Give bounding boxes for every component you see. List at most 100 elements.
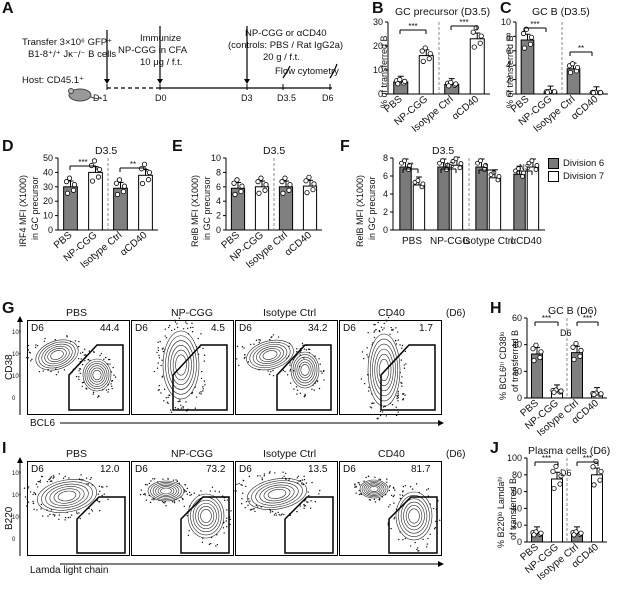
i-0-event [102, 486, 104, 488]
i-1-event [223, 499, 226, 501]
g-0-event [26, 356, 28, 359]
i-1-event [186, 493, 189, 495]
i-0-event [33, 508, 35, 511]
g-1-event [202, 347, 204, 350]
e-ytick-label: 4 [216, 196, 221, 206]
g-0-contour [50, 350, 64, 360]
d-ytick-label: 20 [43, 196, 53, 206]
i-2-event [254, 510, 256, 513]
g-1-event [177, 400, 179, 403]
i-3-event [401, 491, 404, 493]
i-3-event [365, 476, 367, 479]
i-1-event [223, 532, 225, 534]
i-2-event [278, 514, 281, 516]
g-3-event [373, 331, 375, 333]
g-2-event [247, 361, 250, 363]
i-2-event [271, 510, 274, 513]
i-3-event [401, 494, 404, 497]
i-2-event [269, 508, 271, 511]
i-0-event [62, 477, 65, 480]
i-1-event [189, 505, 191, 507]
i-2-event [298, 480, 300, 482]
j-ytick-label: 40 [512, 503, 522, 513]
i-3-event [388, 486, 391, 488]
g-2-event [238, 364, 240, 366]
i-pct-cd40: 81.7 [411, 464, 431, 475]
g-3-contour [376, 353, 392, 387]
a-immunize2: NP-CGG in CFA [118, 45, 188, 56]
f-xlabel: NP-CGG [430, 236, 470, 247]
g-2-event [243, 354, 246, 356]
g-3-event [395, 414, 398, 417]
g-2-event [292, 359, 295, 361]
i-0-event [37, 480, 39, 483]
i-3-event [369, 499, 372, 501]
i-0-event [89, 478, 91, 481]
j-sig-1-label: *** [542, 454, 551, 463]
i-2-event [303, 475, 305, 478]
g-title-pbs: PBS [66, 307, 88, 319]
g-2-event [258, 368, 260, 371]
g-1-event [153, 370, 156, 373]
g-0-event [75, 375, 78, 378]
d-sig-1-label: *** [78, 158, 87, 167]
data-point [402, 158, 407, 164]
g-0-event [47, 369, 50, 371]
i-1-event [144, 493, 146, 495]
i-3-contour [363, 482, 385, 496]
g-1-event [195, 396, 198, 398]
i-2-event [284, 472, 287, 475]
g-3-event [360, 378, 363, 380]
g-0-event [74, 340, 77, 342]
a-np2: (controls: PBS / Rat IgG2a) [228, 40, 344, 51]
i-1-event [208, 543, 211, 546]
i-gate-2 [284, 496, 334, 554]
i-0-event [50, 476, 53, 478]
g-2-event [289, 362, 291, 364]
i-1-event [198, 494, 200, 496]
i-0-event [90, 508, 93, 511]
i-3-event [355, 492, 357, 494]
g-0-contour [35, 339, 79, 371]
i-3-event [409, 486, 412, 488]
i-2-event [310, 500, 312, 502]
g-0-event [112, 366, 114, 369]
g-1-event [158, 354, 160, 357]
i-1-event [180, 496, 182, 498]
i-2-event [236, 483, 238, 486]
g-2-event [289, 364, 291, 367]
g-1-event [157, 347, 159, 349]
i-2-event [275, 514, 278, 516]
i-1-contour [197, 506, 215, 526]
g-2-event [323, 379, 325, 381]
i-2-event [304, 505, 307, 507]
g-gate-0 [68, 344, 124, 411]
g-2-event [296, 389, 299, 392]
g-1-event [158, 384, 160, 387]
g-gate-1 [172, 344, 228, 411]
g-3-event [367, 373, 369, 376]
i-d6-cd40: D6 [343, 464, 356, 475]
i-3-event [395, 508, 398, 511]
g-1-event [187, 333, 190, 335]
i-2-event [307, 491, 309, 493]
g-pct-pbs: 44.4 [100, 323, 120, 334]
data-point [286, 187, 292, 193]
data-point [571, 356, 577, 363]
g-1-event [200, 370, 203, 373]
g-3-event [399, 371, 401, 374]
i-3-event [415, 483, 418, 485]
i-3-contour [400, 498, 428, 534]
data-point [121, 183, 128, 189]
g-3-event [395, 406, 397, 408]
i-1-event [171, 501, 174, 503]
data-point [453, 81, 459, 87]
i-0-event [98, 509, 101, 512]
i-0-event [85, 477, 88, 479]
g-2-event [236, 345, 239, 348]
legend-swatch-div7 [548, 171, 559, 182]
h-title: GC B (D6) [548, 305, 598, 317]
f-bar-1-2 [488, 177, 502, 231]
i-3-event [404, 537, 407, 540]
g-3-event [399, 344, 401, 346]
